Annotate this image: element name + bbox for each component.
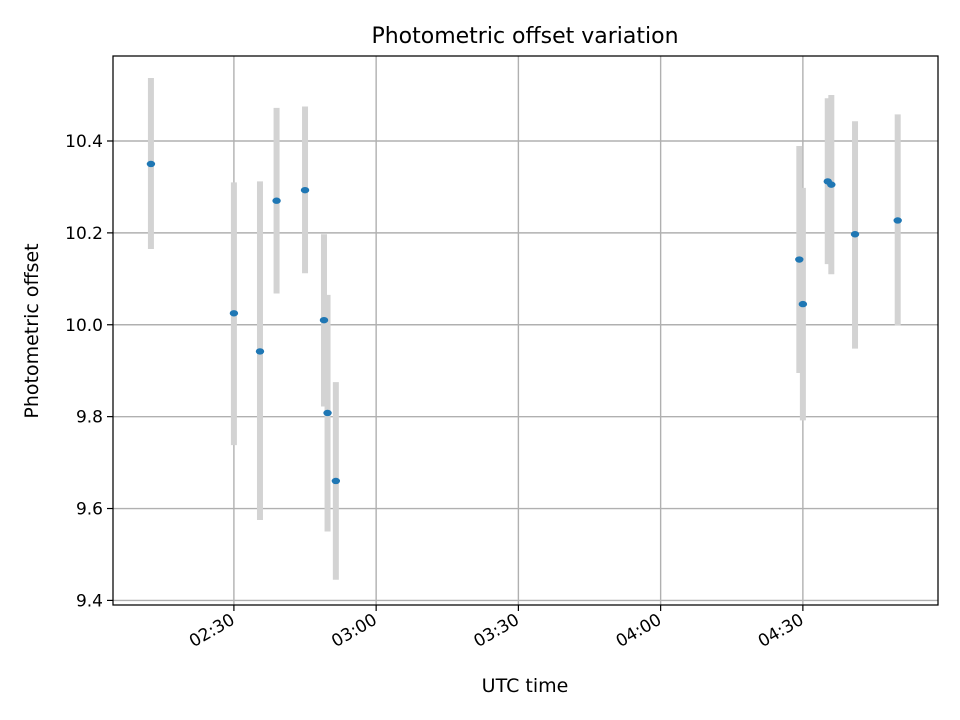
- y-tick-label: 9.8: [76, 408, 103, 428]
- data-point: [255, 348, 265, 355]
- data-point: [319, 316, 329, 324]
- y-tick-label: 9.6: [76, 500, 103, 520]
- data-point: [331, 477, 341, 485]
- data-point: [798, 300, 808, 308]
- data-point: [850, 231, 860, 238]
- data-point: [893, 217, 902, 224]
- x-axis-label: UTC time: [482, 675, 569, 697]
- chart-title: Photometric offset variation: [371, 24, 678, 49]
- y-tick-label: 9.4: [76, 591, 103, 611]
- data-point: [795, 256, 804, 263]
- y-tick-label: 10.2: [65, 224, 103, 244]
- plot-frame: [112, 55, 939, 606]
- y-axis: 9.4 9.6 9.8 10.0 10.2 10.4: [65, 132, 113, 611]
- data-points: [146, 160, 902, 485]
- data-point: [323, 409, 332, 417]
- data-point: [272, 197, 281, 204]
- data-point: [827, 181, 836, 188]
- data-point: [300, 186, 310, 194]
- data-point: [229, 310, 239, 317]
- y-axis-label: Photometric offset: [21, 243, 43, 418]
- y-tick-label: 10.4: [65, 132, 103, 152]
- y-tick-label: 10.0: [65, 316, 103, 336]
- data-point: [146, 160, 156, 168]
